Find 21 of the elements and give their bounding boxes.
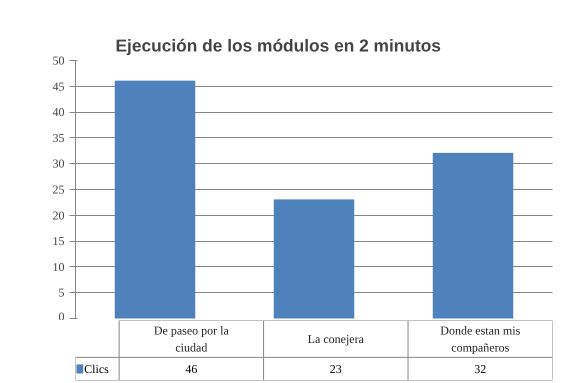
y-tick-label: 20	[52, 208, 64, 222]
data-label: 46	[185, 362, 198, 376]
y-tick-label: 50	[52, 54, 64, 68]
y-tick-label: 40	[52, 105, 64, 120]
x-tick-label: Donde estan mis compañeros	[440, 324, 521, 354]
legend-label: Clics	[84, 362, 110, 376]
bar	[274, 199, 354, 318]
x-tick-label: De paseo por la ciudad	[154, 324, 230, 354]
data-label: 32	[474, 362, 486, 376]
y-tick-label: 30	[52, 156, 64, 171]
x-tick-label: La conejera	[308, 332, 365, 346]
y-tick-label: 10	[52, 260, 64, 274]
chart-title: Ejecución de los módulos en 2 minutos	[116, 36, 441, 56]
y-tick-label: 15	[52, 234, 64, 248]
y-tick-label: 35	[52, 130, 64, 145]
y-tick-label: 45	[52, 79, 64, 94]
data-label: 23	[330, 362, 342, 376]
bar	[114, 80, 196, 318]
y-tick-label: 25	[52, 182, 64, 196]
bar	[432, 152, 514, 318]
y-tick-label: 5	[58, 286, 64, 300]
